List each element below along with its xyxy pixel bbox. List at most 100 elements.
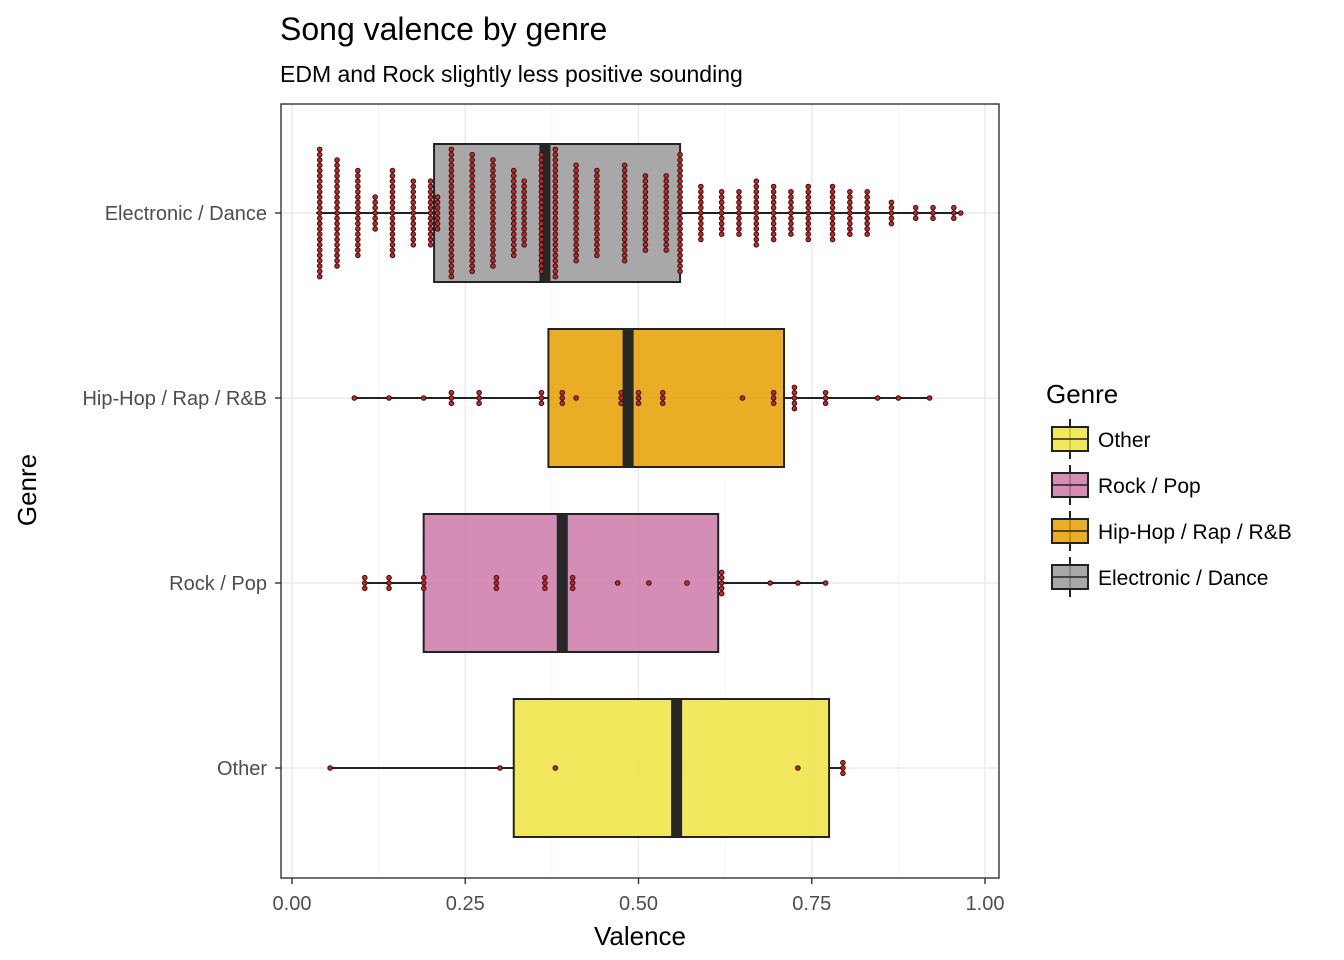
data-point — [912, 215, 919, 222]
data-point — [698, 236, 704, 243]
data-point — [334, 226, 340, 232]
data-point — [316, 215, 323, 222]
data-point — [791, 400, 798, 407]
data-point — [334, 173, 340, 179]
data-point — [573, 210, 579, 216]
data-point — [448, 247, 455, 253]
data-point — [912, 210, 919, 216]
data-point — [621, 162, 628, 169]
data-point — [316, 189, 323, 195]
data-point — [469, 215, 475, 222]
data-point — [316, 157, 323, 163]
data-point — [677, 263, 683, 269]
data-point — [573, 215, 579, 222]
data-point — [334, 199, 340, 206]
data-point — [389, 236, 396, 243]
data-point — [829, 189, 836, 195]
data-point — [493, 574, 500, 581]
data-point — [829, 204, 836, 211]
data-point — [490, 215, 496, 222]
data-point — [469, 194, 475, 200]
panel-border — [280, 103, 1000, 879]
data-point — [663, 183, 670, 190]
data-point — [542, 580, 548, 586]
data-point — [698, 183, 704, 190]
data-point — [594, 247, 600, 253]
data-point — [334, 220, 340, 227]
data-point — [677, 183, 683, 190]
data-point — [753, 204, 760, 211]
data-point — [427, 220, 434, 227]
data-point — [434, 226, 441, 232]
data-point — [642, 247, 649, 253]
median-line — [556, 514, 568, 652]
legend-label: Hip-Hop / Rap / R&B — [1098, 521, 1292, 544]
data-point — [448, 183, 455, 190]
data-point — [569, 580, 576, 586]
data-point — [888, 220, 895, 227]
data-point — [469, 252, 475, 259]
data-point — [552, 257, 559, 264]
data-point — [642, 204, 649, 211]
data-point — [510, 215, 517, 222]
y-tick-label: Rock / Pop — [169, 573, 267, 595]
data-point — [538, 157, 545, 163]
data-point — [410, 199, 417, 206]
data-point — [327, 765, 333, 771]
data-point — [434, 210, 441, 216]
data-point — [659, 395, 666, 401]
data-point — [888, 215, 895, 222]
data-point — [621, 189, 628, 195]
data-point — [316, 226, 323, 232]
data-point — [552, 178, 559, 184]
data-point — [490, 252, 496, 259]
data-point — [791, 405, 798, 412]
data-point — [829, 220, 836, 227]
data-point — [510, 220, 517, 227]
data-point — [552, 199, 559, 206]
data-point — [663, 173, 670, 179]
data-point — [372, 194, 378, 200]
data-point — [957, 210, 964, 216]
data-point — [621, 252, 628, 259]
data-point — [316, 199, 323, 206]
data-point — [677, 162, 683, 169]
data-point — [788, 199, 794, 206]
data-point — [410, 215, 417, 222]
data-point — [316, 146, 323, 153]
series-rock-pop — [361, 513, 829, 653]
data-point — [448, 400, 455, 407]
data-point — [334, 178, 340, 184]
data-point — [770, 189, 777, 195]
data-point — [552, 210, 559, 216]
data-point — [510, 194, 517, 200]
data-point — [510, 226, 517, 232]
data-point — [334, 210, 340, 216]
data-point — [538, 151, 545, 158]
data-point — [334, 215, 340, 222]
data-point — [677, 220, 683, 227]
data-point — [469, 162, 475, 169]
data-point — [573, 226, 579, 232]
data-point — [847, 189, 853, 195]
data-point — [573, 199, 579, 206]
data-point — [510, 236, 517, 243]
data-point — [614, 580, 621, 586]
data-point — [594, 215, 600, 222]
data-point — [788, 220, 794, 227]
data-point — [355, 242, 361, 248]
data-point — [538, 400, 545, 407]
data-point — [490, 173, 496, 179]
data-point — [698, 215, 704, 222]
data-point — [510, 204, 517, 211]
data-point — [521, 236, 527, 243]
data-point — [469, 199, 475, 206]
data-point — [334, 257, 340, 264]
data-point — [355, 167, 361, 174]
data-point — [389, 183, 396, 190]
data-point — [448, 210, 455, 216]
y-tick-label: Electronic / Dance — [105, 203, 267, 225]
y-tick-label: Hip-Hop / Rap / R&B — [82, 388, 267, 410]
data-point — [642, 231, 649, 237]
x-tick-label: 0.25 — [446, 893, 485, 915]
